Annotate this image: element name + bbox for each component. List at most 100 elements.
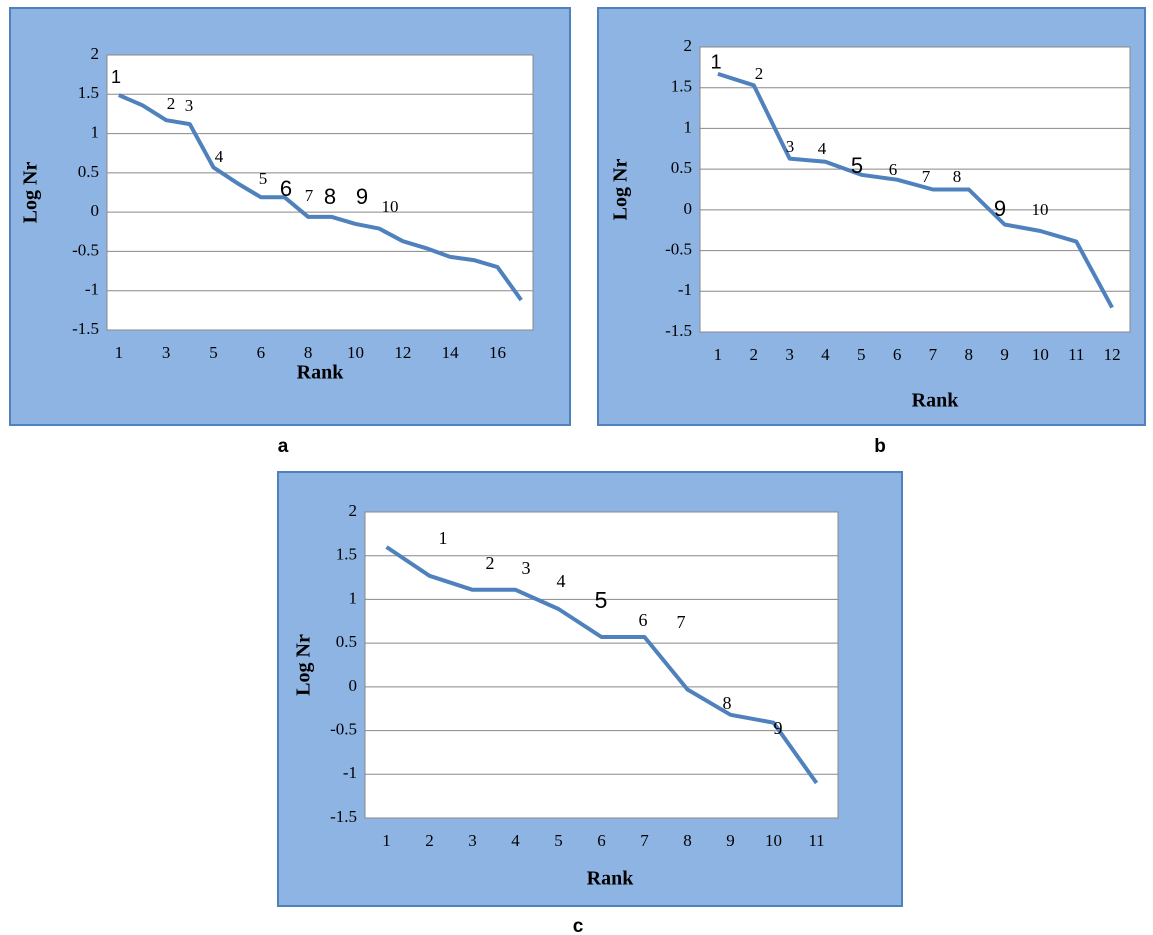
x-tick-label: 5: [209, 343, 218, 362]
y-tick-label: 1: [91, 122, 100, 141]
x-tick-label: 5: [554, 831, 563, 850]
y-tick-label: 1: [349, 588, 358, 607]
x-tick-label: 7: [640, 831, 649, 850]
y-axis-title: Log Nr: [610, 159, 632, 221]
annotation: 2: [167, 94, 176, 113]
annotation: 7: [305, 186, 314, 205]
x-tick-label: 9: [1000, 345, 1009, 364]
x-tick-label: 6: [597, 831, 606, 850]
x-tick-label: 8: [965, 345, 974, 364]
annotation: 6: [280, 176, 292, 201]
y-tick-label: -0.5: [665, 239, 692, 258]
annotation: 1: [439, 528, 448, 548]
y-tick-label: -0.5: [330, 719, 357, 738]
x-tick-label: 16: [489, 343, 506, 362]
y-axis-title: Log Nr: [293, 634, 315, 696]
y-tick-label: -1: [678, 280, 692, 299]
plot-area: [106, 54, 534, 331]
annotation: 4: [215, 147, 224, 166]
y-tick-label: 2: [684, 36, 693, 55]
y-tick-label: -1.5: [72, 319, 99, 338]
annotation: 1: [111, 67, 121, 87]
caption: c: [573, 916, 584, 935]
x-tick-label: 1: [714, 345, 723, 364]
plot-area: [364, 511, 839, 819]
y-tick-label: 0: [684, 199, 693, 218]
annotation: 8: [723, 693, 732, 713]
x-tick-label: 7: [929, 345, 938, 364]
y-tick-label: -1: [343, 763, 357, 782]
y-tick-label: -0.5: [72, 240, 99, 259]
y-tick-label: 1: [684, 117, 693, 136]
annotation: 5: [259, 169, 268, 188]
annotation: 3: [786, 137, 795, 156]
data-line: [385, 545, 819, 785]
annotation: 2: [755, 64, 764, 83]
x-tick-label: 10: [1032, 345, 1049, 364]
caption: b: [874, 436, 886, 457]
annotation: 3: [185, 96, 194, 115]
x-tick-label: 2: [750, 345, 759, 364]
x-axis-title: Rank: [587, 868, 635, 890]
data-line: [118, 93, 523, 302]
x-tick-label: 4: [511, 831, 520, 850]
x-tick-label: 3: [162, 343, 171, 362]
y-tick-label: 2: [91, 44, 100, 63]
y-tick-label: 2: [349, 501, 358, 520]
x-tick-label: 4: [821, 345, 830, 364]
x-tick-label: 12: [1104, 345, 1121, 364]
annotation: 9: [774, 718, 783, 738]
x-tick-label: 1: [115, 343, 124, 362]
x-axis-title: Rank: [912, 390, 960, 412]
annotation: 8: [953, 167, 962, 186]
annotation: 5: [851, 153, 863, 178]
x-axis-title: Rank: [297, 362, 345, 384]
annotation: 2: [486, 553, 495, 573]
annotation: 8: [324, 184, 336, 209]
y-tick-label: -1: [85, 280, 99, 299]
x-tick-label: 2: [425, 831, 434, 850]
data-line: [717, 71, 1114, 309]
y-tick-label: -1.5: [665, 321, 692, 340]
y-axis-title: Log Nr: [20, 162, 42, 224]
y-tick-label: 0.5: [671, 158, 692, 177]
x-tick-label: 12: [394, 343, 411, 362]
x-tick-label: 3: [468, 831, 477, 850]
annotation: 1: [710, 51, 721, 73]
x-tick-label: 14: [442, 343, 460, 362]
plot-area: [699, 46, 1131, 333]
x-tick-label: 1: [382, 831, 391, 850]
x-tick-label: 6: [257, 343, 266, 362]
x-tick-label: 8: [683, 831, 692, 850]
x-tick-label: 11: [1068, 345, 1084, 364]
y-tick-label: 0: [349, 676, 358, 695]
y-tick-label: 1.5: [671, 77, 692, 96]
x-tick-label: 6: [893, 345, 902, 364]
annotation: 6: [889, 160, 898, 179]
annotation: 10: [1032, 200, 1049, 219]
x-tick-label: 11: [808, 831, 824, 850]
annotation: 5: [595, 587, 608, 613]
x-tick-label: 9: [726, 831, 735, 850]
y-tick-label: 0.5: [336, 632, 357, 651]
annotation: 9: [356, 184, 368, 209]
y-tick-label: 1.5: [336, 545, 357, 564]
y-tick-label: 1.5: [78, 83, 99, 102]
x-tick-label: 5: [857, 345, 866, 364]
annotation: 4: [557, 571, 566, 591]
annotation: 7: [922, 167, 931, 186]
x-tick-label: 8: [304, 343, 313, 362]
x-tick-label: 10: [347, 343, 364, 362]
x-tick-label: 3: [785, 345, 794, 364]
caption: a: [278, 436, 289, 457]
y-tick-label: -1.5: [330, 807, 357, 826]
annotation: 4: [818, 139, 827, 158]
y-tick-label: 0: [91, 201, 100, 220]
annotation: 9: [994, 196, 1006, 221]
annotation: 10: [382, 197, 399, 216]
y-tick-label: 0.5: [78, 162, 99, 181]
annotation: 6: [639, 610, 648, 630]
x-tick-label: 10: [765, 831, 782, 850]
annotation: 3: [522, 558, 531, 578]
